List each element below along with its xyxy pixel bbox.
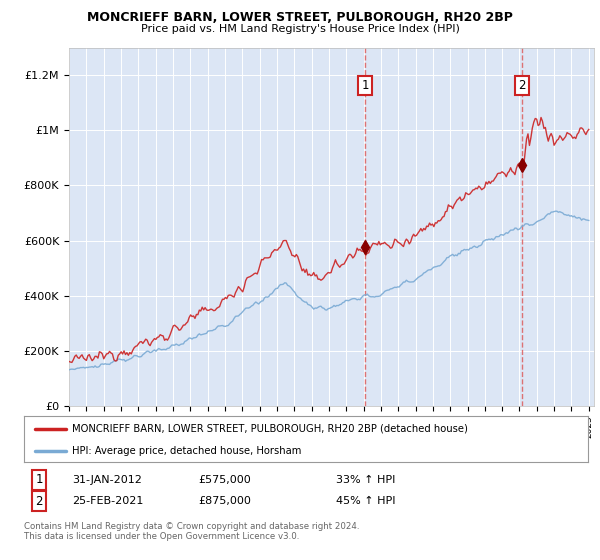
Text: 1: 1 — [361, 79, 368, 92]
Text: Price paid vs. HM Land Registry's House Price Index (HPI): Price paid vs. HM Land Registry's House … — [140, 24, 460, 34]
Text: 31-JAN-2012: 31-JAN-2012 — [72, 475, 142, 485]
Text: HPI: Average price, detached house, Horsham: HPI: Average price, detached house, Hors… — [72, 446, 301, 455]
Text: 33% ↑ HPI: 33% ↑ HPI — [336, 475, 395, 485]
Text: £575,000: £575,000 — [198, 475, 251, 485]
Text: MONCRIEFF BARN, LOWER STREET, PULBOROUGH, RH20 2BP: MONCRIEFF BARN, LOWER STREET, PULBOROUGH… — [87, 11, 513, 24]
Text: 1: 1 — [35, 473, 43, 487]
Text: £875,000: £875,000 — [198, 496, 251, 506]
Text: Contains HM Land Registry data © Crown copyright and database right 2024.
This d: Contains HM Land Registry data © Crown c… — [24, 522, 359, 542]
Text: MONCRIEFF BARN, LOWER STREET, PULBOROUGH, RH20 2BP (detached house): MONCRIEFF BARN, LOWER STREET, PULBOROUGH… — [72, 424, 468, 434]
Text: 2: 2 — [35, 494, 43, 508]
Text: 2: 2 — [518, 79, 526, 92]
Text: 25-FEB-2021: 25-FEB-2021 — [72, 496, 143, 506]
Text: 45% ↑ HPI: 45% ↑ HPI — [336, 496, 395, 506]
